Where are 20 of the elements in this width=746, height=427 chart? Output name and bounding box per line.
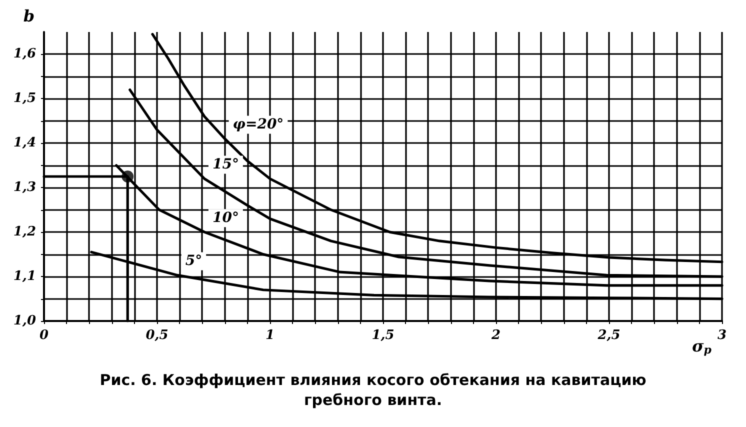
x-tick-label: 1: [265, 328, 275, 343]
y-tick-label: 1,1: [13, 269, 36, 284]
y-tick-label: 1,0: [13, 314, 36, 328]
annotation: 15°: [212, 156, 239, 173]
annotation: 10°: [212, 210, 239, 226]
x-tick-label: 0,5: [146, 328, 168, 343]
y-tick-label: 1,5: [13, 91, 36, 106]
y-axis-title: b: [23, 6, 35, 26]
x-tick-label: 2: [490, 328, 501, 343]
y-tick-label: 1,6: [13, 46, 36, 62]
y-tick-label: 1,4: [13, 136, 36, 151]
annotation: 5°: [185, 253, 202, 270]
x-tick-label: 1,5: [372, 328, 394, 343]
annotation: φ=20°: [232, 116, 284, 133]
x-tick-label: 3: [717, 328, 727, 343]
y-tick-label: 1,3: [13, 180, 36, 196]
y-tick-label: 1,2: [13, 224, 36, 240]
x-tick-label: 0: [39, 328, 49, 343]
text: Рис. 6. Коэффициент влияния косого обтекания на кавитацию гребного винта.: [100, 371, 646, 409]
x-tick-label: 2,5: [596, 328, 620, 343]
